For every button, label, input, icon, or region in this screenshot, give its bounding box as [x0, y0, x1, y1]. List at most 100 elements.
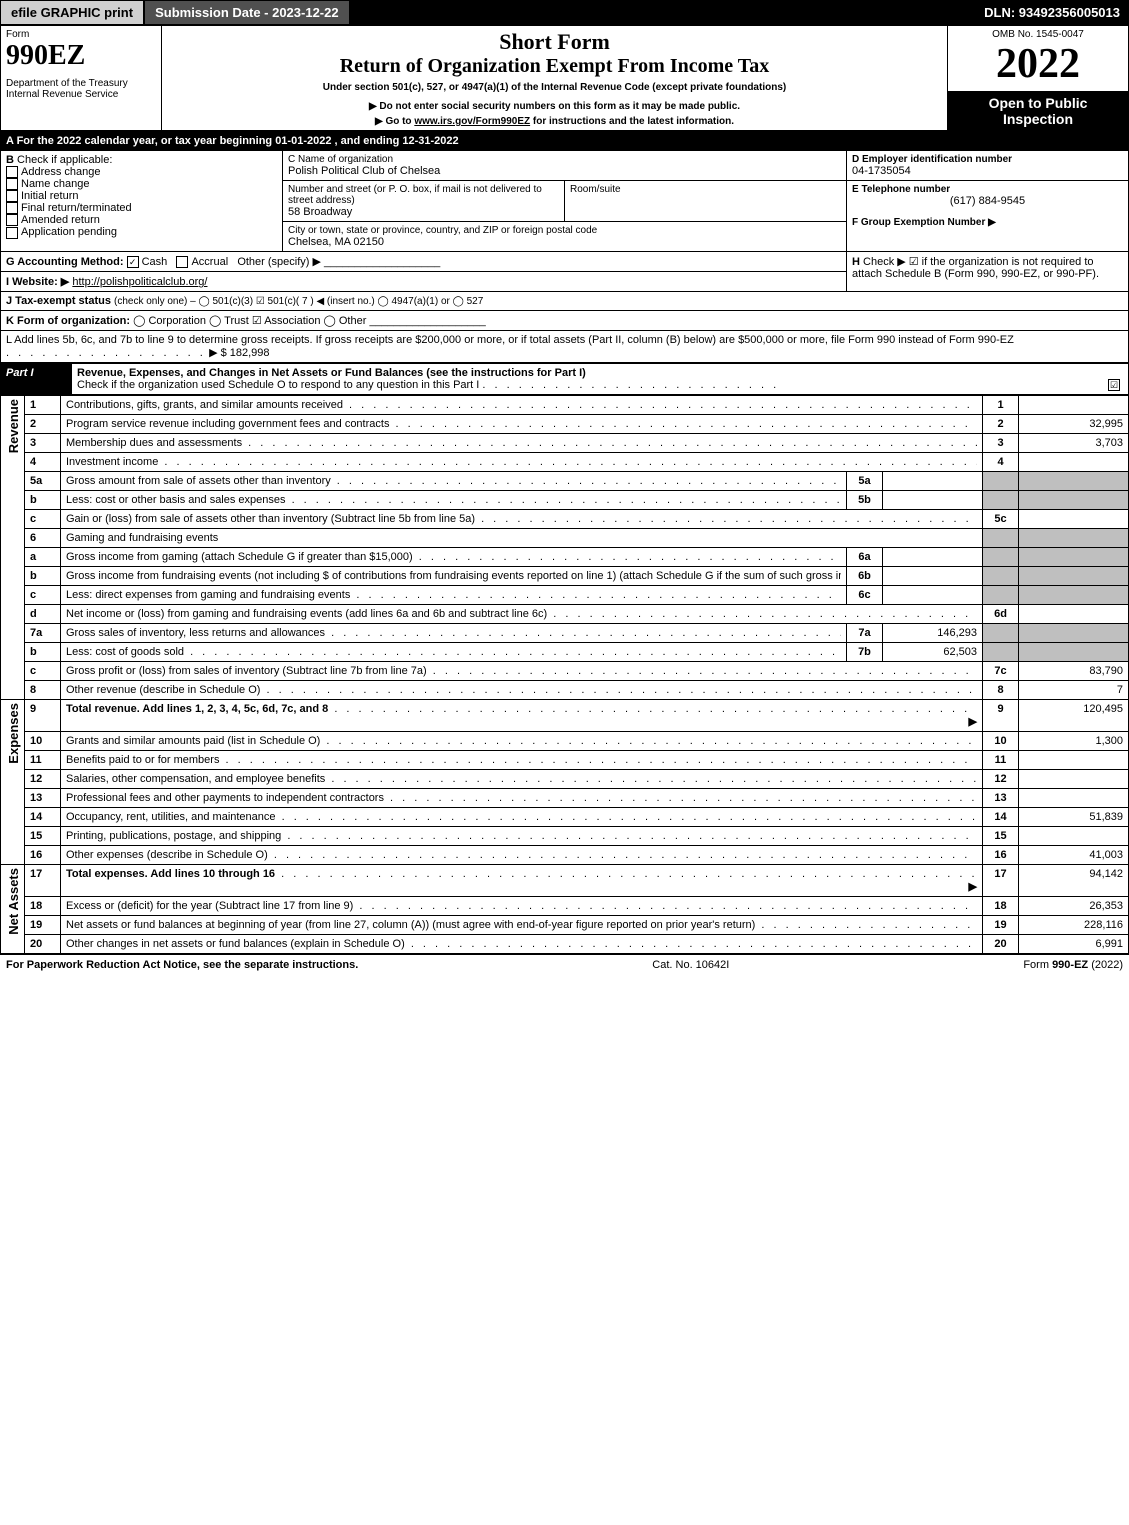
- info-table: A For the 2022 calendar year, or tax yea…: [0, 131, 1129, 363]
- header-table: Form 990EZ Department of the Treasury In…: [0, 25, 1129, 131]
- line-num: b: [25, 643, 61, 662]
- tax-year: 2022: [953, 40, 1123, 88]
- line-num: 14: [25, 808, 61, 827]
- j-text: (check only one) – ◯ 501(c)(3) ☑ 501(c)(…: [114, 296, 483, 307]
- line-num: c: [25, 510, 61, 529]
- f-label: F Group Exemption Number ▶: [852, 217, 1123, 228]
- e-label: E Telephone number: [852, 184, 1123, 195]
- line-desc: Membership dues and assessments: [61, 434, 983, 453]
- right-num: 16: [983, 846, 1019, 865]
- i-label: I Website: ▶: [6, 276, 69, 288]
- dln-label: DLN: 93492356005013: [976, 1, 1128, 24]
- line-desc: Occupancy, rent, utilities, and maintena…: [61, 808, 983, 827]
- line-desc: Gross profit or (loss) from sales of inv…: [61, 662, 983, 681]
- l-value: 182,998: [230, 347, 270, 359]
- mid-line-num: 5b: [846, 491, 882, 510]
- section-revenue: Revenue: [1, 396, 25, 700]
- website-link[interactable]: http://polishpoliticalclub.org/: [72, 276, 207, 288]
- opt-address-change: Address change: [21, 166, 101, 178]
- right-value: 7: [1019, 681, 1129, 700]
- right-num-grey: [983, 491, 1019, 510]
- section-net assets: Net Assets: [1, 865, 25, 954]
- right-val-grey: [1019, 529, 1129, 548]
- right-value: 41,003: [1019, 846, 1129, 865]
- checkbox-application-pending[interactable]: [6, 227, 18, 239]
- line-num: 8: [25, 681, 61, 700]
- line-num: 18: [25, 897, 61, 916]
- right-num: 4: [983, 453, 1019, 472]
- line-num: 20: [25, 935, 61, 954]
- checkbox-address-change[interactable]: [6, 166, 18, 178]
- right-num: 20: [983, 935, 1019, 954]
- right-num: 9: [983, 700, 1019, 732]
- right-value: [1019, 751, 1129, 770]
- dept-irs: Internal Revenue Service: [6, 89, 156, 100]
- mid-value: [882, 586, 982, 605]
- line-desc: Gross income from fundraising events (no…: [61, 567, 847, 586]
- k-label: K Form of organization:: [6, 315, 130, 327]
- right-value: 32,995: [1019, 415, 1129, 434]
- irs-link[interactable]: www.irs.gov/Form990EZ: [414, 116, 530, 127]
- line-desc: Other changes in net assets or fund bala…: [61, 935, 983, 954]
- right-value: 120,495: [1019, 700, 1129, 732]
- line-desc: Less: direct expenses from gaming and fu…: [61, 586, 847, 605]
- right-num: 12: [983, 770, 1019, 789]
- opt-final-return: Final return/terminated: [21, 202, 132, 214]
- form-word: Form: [6, 29, 156, 40]
- c-name-label: C Name of organization: [288, 154, 841, 165]
- line-desc: Gross sales of inventory, less returns a…: [61, 624, 847, 643]
- room-label: Room/suite: [570, 184, 841, 195]
- line-desc: Gross amount from sale of assets other t…: [61, 472, 847, 491]
- phone-value: (617) 884-9545: [852, 195, 1123, 207]
- efile-print-button[interactable]: efile GRAPHIC print: [1, 1, 145, 24]
- form-number: 990EZ: [6, 40, 156, 72]
- line-num: 4: [25, 453, 61, 472]
- main-title: Return of Organization Exempt From Incom…: [167, 55, 942, 78]
- line-desc: Salaries, other compensation, and employ…: [61, 770, 983, 789]
- submission-date-button[interactable]: Submission Date - 2023-12-22: [145, 1, 351, 24]
- right-value: 6,991: [1019, 935, 1129, 954]
- checkbox-cash[interactable]: ✓: [127, 256, 139, 268]
- footer-left: For Paperwork Reduction Act Notice, see …: [6, 959, 358, 971]
- line-num: 17: [25, 865, 61, 897]
- checkbox-initial-return[interactable]: [6, 190, 18, 202]
- right-val-grey: [1019, 472, 1129, 491]
- right-num: 6d: [983, 605, 1019, 624]
- right-num: 2: [983, 415, 1019, 434]
- checkbox-schedule-o[interactable]: ☑: [1108, 379, 1120, 391]
- line-num: 19: [25, 916, 61, 935]
- line-num: 10: [25, 732, 61, 751]
- right-value: 26,353: [1019, 897, 1129, 916]
- right-num: 18: [983, 897, 1019, 916]
- right-value: 94,142: [1019, 865, 1129, 897]
- right-val-grey: [1019, 586, 1129, 605]
- ssn-note: ▶ Do not enter social security numbers o…: [167, 101, 942, 112]
- line-desc: Grants and similar amounts paid (list in…: [61, 732, 983, 751]
- right-value: 3,703: [1019, 434, 1129, 453]
- b-text: Check if applicable:: [17, 154, 112, 166]
- line-num: 2: [25, 415, 61, 434]
- line-num: 16: [25, 846, 61, 865]
- line-num: 5a: [25, 472, 61, 491]
- line-num: d: [25, 605, 61, 624]
- opt-application-pending: Application pending: [21, 226, 117, 238]
- line-num: 15: [25, 827, 61, 846]
- line-desc: Less: cost of goods sold: [61, 643, 847, 662]
- line-desc: Program service revenue including govern…: [61, 415, 983, 434]
- right-num: 15: [983, 827, 1019, 846]
- checkbox-final-return[interactable]: [6, 202, 18, 214]
- omb-label: OMB No. 1545-0047: [953, 29, 1123, 40]
- line-num: 11: [25, 751, 61, 770]
- opt-amended-return: Amended return: [21, 214, 100, 226]
- right-num: 5c: [983, 510, 1019, 529]
- l-arrow: ▶ $: [209, 347, 227, 359]
- footer-bar: For Paperwork Reduction Act Notice, see …: [0, 954, 1129, 975]
- line-num: 7a: [25, 624, 61, 643]
- checkbox-amended-return[interactable]: [6, 214, 18, 226]
- checkbox-accrual[interactable]: [176, 256, 188, 268]
- line-num: c: [25, 662, 61, 681]
- line-desc: Gaming and fundraising events: [61, 529, 983, 548]
- k-options: ◯ Corporation ◯ Trust ☑ Association ◯ Ot…: [133, 315, 366, 327]
- checkbox-name-change[interactable]: [6, 178, 18, 190]
- line-num: b: [25, 567, 61, 586]
